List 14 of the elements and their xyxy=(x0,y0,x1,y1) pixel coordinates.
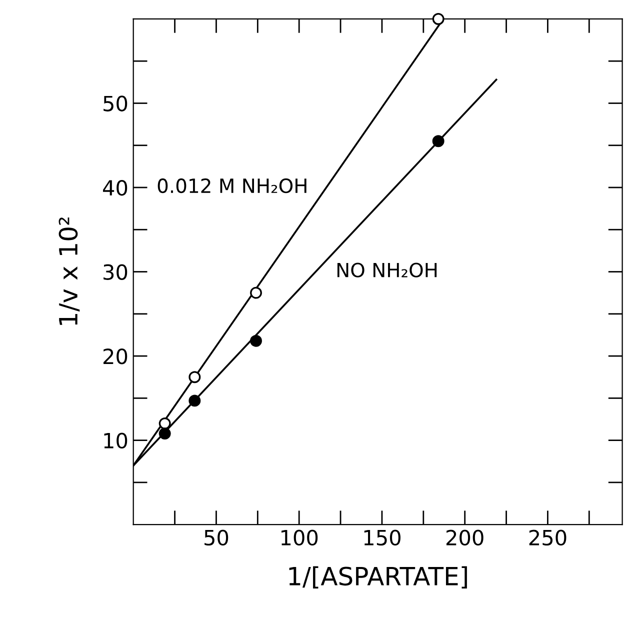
x-tick-label: 50 xyxy=(204,530,228,546)
x-tick-label: 200 xyxy=(446,530,484,546)
y-tick-label: 40 xyxy=(102,180,128,196)
y-tick-label: 20 xyxy=(104,348,128,364)
series-label: NO NH₂OH xyxy=(337,262,437,278)
x-axis-title: 1/[ASPARTATE] xyxy=(289,566,467,589)
x-tick-label: 150 xyxy=(364,530,400,546)
y-tick-label: 10 xyxy=(104,432,128,449)
y-tick-label: 50 xyxy=(104,96,128,112)
y-tick-label: 30 xyxy=(104,264,128,280)
x-tick-label: 100 xyxy=(282,530,318,546)
series-label: 0.012 M NH₂OH xyxy=(158,178,306,194)
x-tick-label: 250 xyxy=(529,530,566,546)
y-axis-title: 1/v x 10² xyxy=(58,218,80,325)
